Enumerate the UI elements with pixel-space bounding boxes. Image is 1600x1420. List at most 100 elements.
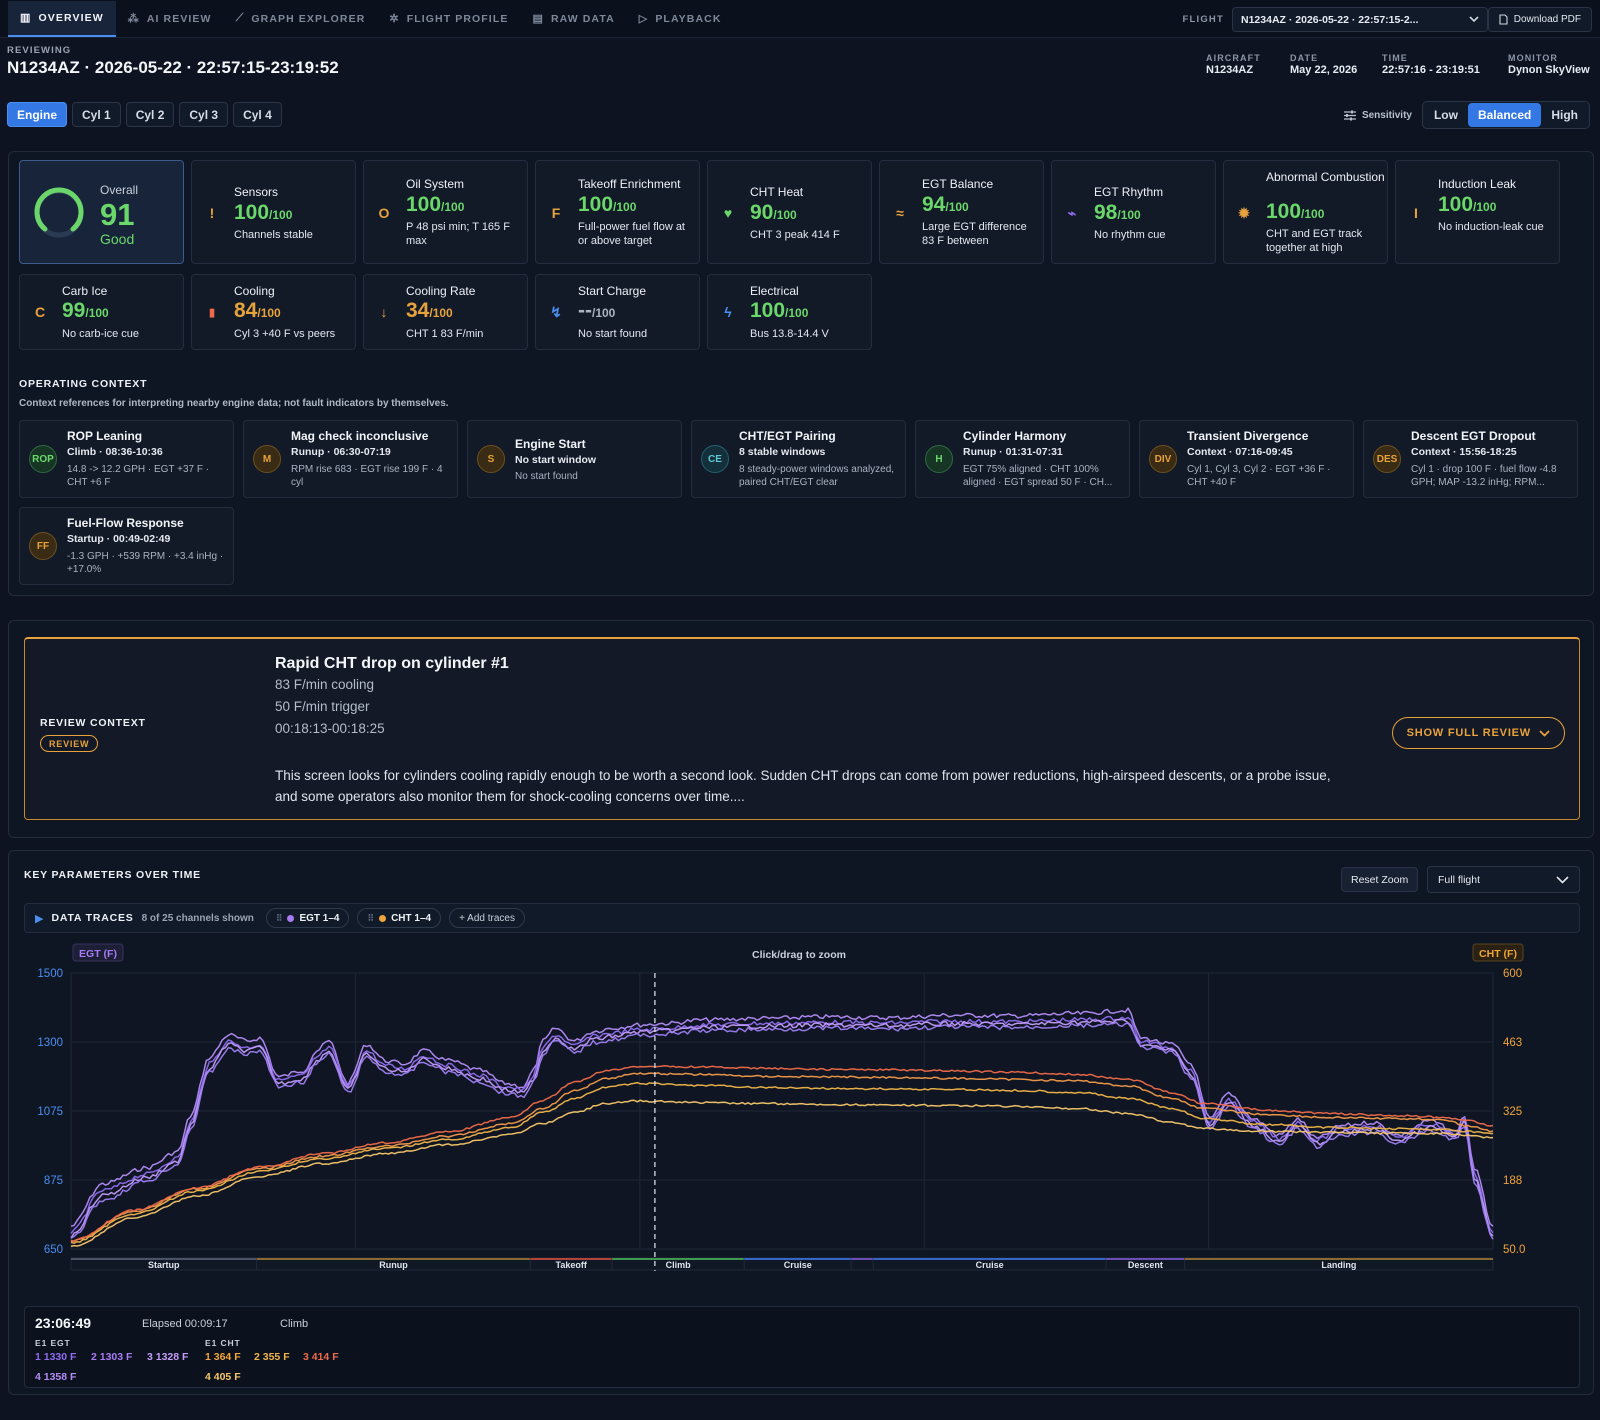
tab-raw-data[interactable]: ▤ RAW DATA — [520, 1, 626, 37]
left-tick-label: 1075 — [37, 1106, 63, 1118]
score-card-induction-leak[interactable]: I Induction Leak 100/100 No induction-le… — [1395, 160, 1560, 264]
tab-cyl-3[interactable]: Cyl 3 — [179, 102, 229, 127]
readout-cht-label: E1 CHT — [205, 1338, 241, 1348]
readout-egt-4: 4 1358 F — [35, 1371, 77, 1383]
left-tick-label: 1500 — [37, 968, 63, 980]
context-card-mag-check[interactable]: M Mag check inconclusive Runup · 06:30-0… — [243, 420, 458, 498]
context-card-fuel-flow-response[interactable]: FF Fuel-Flow Response Startup · 00:49-02… — [19, 507, 234, 585]
score-suffix: /100 — [773, 208, 797, 222]
score-suffix: /100 — [1473, 200, 1497, 214]
tab-engine[interactable]: Engine — [7, 102, 68, 127]
card-desc: Large EGT difference 83 F between — [922, 221, 1027, 247]
score-card-cht-heat[interactable]: ♥ CHT Heat 90/100 CHT 3 peak 414 F — [707, 160, 872, 264]
operating-context-subtitle: Context references for interpreting near… — [19, 398, 449, 409]
card-title: Start Charge — [578, 284, 647, 298]
context-window: No start window — [515, 454, 597, 466]
tab-cyl-4[interactable]: Cyl 4 — [233, 102, 282, 127]
score-card-egt-rhythm[interactable]: ⌁ EGT Rhythm 98/100 No rhythm cue — [1051, 160, 1216, 264]
context-card-descent-egt-dropout[interactable]: DES Descent EGT Dropout Context · 15:56-… — [1363, 420, 1578, 498]
score-suffix: /100 — [257, 306, 281, 320]
tab-label: RAW DATA — [550, 12, 615, 25]
trace-chip-label: EGT 1–4 — [299, 912, 340, 924]
card-title: Takeoff Enrichment — [578, 177, 681, 191]
sensitivity-low[interactable]: Low — [1433, 108, 1458, 122]
score-card-start-charge[interactable]: ↯ Start Charge --/100 No start found — [535, 274, 700, 350]
card-title: Abnormal Combustion — [1266, 170, 1385, 184]
score-suffix: /100 — [85, 306, 109, 320]
score-card-abnormal-combustion[interactable]: ✹ Abnormal Combustion 100/100 CHT and EG… — [1223, 160, 1388, 264]
des-badge-icon: DES — [1373, 445, 1401, 473]
meta-value: May 22, 2026 — [1290, 64, 1358, 76]
flight-select[interactable]: N1234AZ · 2026-05-22 · 22:57:15-2... — [1232, 7, 1488, 32]
overall-status: Good — [100, 231, 135, 247]
drag-handle-icon[interactable]: ⠿ — [275, 912, 283, 923]
context-title: ROP Leaning — [67, 429, 143, 443]
context-card-transient-divergence[interactable]: DIV Transient Divergence Context · 07:16… — [1139, 420, 1354, 498]
phase-label: Cruise — [784, 1260, 812, 1270]
card-desc: No rhythm cue — [1094, 229, 1166, 241]
context-window: Climb · 08:36-10:36 — [67, 446, 163, 458]
card-score: --/100 — [578, 299, 615, 325]
context-card-rop-leaning[interactable]: ROP ROP Leaning Climb · 08:36-10:36 14.8… — [19, 420, 234, 498]
range-select[interactable]: Full flight — [1427, 866, 1580, 893]
add-traces-button[interactable]: + Add traces — [449, 908, 525, 928]
score-value: 34 — [406, 299, 430, 322]
phase-label: Descent — [1128, 1260, 1163, 1270]
play-icon: ▷ — [638, 13, 649, 25]
download-pdf-button[interactable]: Download PDF — [1487, 7, 1592, 32]
sensitivity-high[interactable]: High — [1551, 108, 1578, 122]
score-card-oil-system[interactable]: O Oil System 100/100 P 48 psi min; T 165… — [363, 160, 528, 264]
readout-cht-1: 1 364 F — [205, 1351, 241, 1363]
phase-label: Runup — [379, 1260, 408, 1270]
parameters-chart[interactable]: Startup Runup Takeoff Climb Cruise Cruise Desc… — [9, 939, 1593, 1299]
context-card-cht-egt-pairing[interactable]: CE CHT/EGT Pairing 8 stable windows 8 st… — [691, 420, 906, 498]
meta-value: N1234AZ — [1206, 64, 1254, 76]
tab-playback[interactable]: ▷ PLAYBACK — [627, 1, 734, 37]
context-desc: 14.8 -> 12.2 GPH · EGT +37 F · CHT +6 F — [67, 464, 210, 488]
phase-label: Takeoff — [556, 1260, 588, 1270]
tab-ai-review[interactable]: ⁂ AI REVIEW — [116, 1, 224, 37]
card-desc: Full-power fuel flow at or above target — [578, 221, 685, 247]
phase-color-strip — [851, 1258, 874, 1260]
chart-axes: 1500 1300 1075 875 650 600 463 325 188 50.0 — [37, 968, 1525, 1256]
score-card-electrical[interactable]: ϟ Electrical 100/100 Bus 13.8-14.4 V — [707, 274, 872, 350]
show-full-review-button[interactable]: SHOW FULL REVIEW — [1391, 717, 1565, 749]
review-context-label: REVIEW CONTEXT — [40, 717, 146, 729]
tab-flight-profile[interactable]: ✲ FLIGHT PROFILE — [377, 1, 520, 37]
expand-triangle-icon[interactable]: ▶ — [35, 912, 44, 925]
tab-cyl-2[interactable]: Cyl 2 — [125, 102, 175, 127]
context-window: Context · 07:16-09:45 — [1187, 446, 1293, 458]
score-suffix: /100 — [269, 208, 293, 222]
review-line-rate: 83 F/min cooling — [275, 677, 375, 692]
score-suffix: /100 — [1301, 207, 1325, 221]
sensitivity-balanced[interactable]: Balanced — [1467, 103, 1542, 127]
meta-aircraft: AIRCRAFT N1234AZ — [1206, 53, 1261, 76]
score-card-cooling-rate[interactable]: ↓ Cooling Rate 34/100 CHT 1 83 F/min — [363, 274, 528, 350]
context-card-engine-start[interactable]: S Engine Start No start window No start … — [467, 420, 682, 498]
trace-chip-egt[interactable]: ⠿ EGT 1–4 — [265, 908, 350, 928]
overall-score-card[interactable]: Overall 91 Good — [19, 160, 184, 264]
score-card-egt-balance[interactable]: ≈ EGT Balance 94/100 Large EGT differenc… — [879, 160, 1044, 264]
context-card-cylinder-harmony[interactable]: H Cylinder Harmony Runup · 01:31-07:31 E… — [915, 420, 1130, 498]
flight-select-value: N1234AZ · 2026-05-22 · 22:57:15-2... — [1241, 13, 1419, 26]
tab-cyl-1[interactable]: Cyl 1 — [72, 102, 121, 127]
readout-egt-3: 3 1328 F — [147, 1351, 189, 1363]
color-dot — [379, 914, 387, 922]
score-card-takeoff-enrichment[interactable]: F Takeoff Enrichment 100/100 Full-power … — [535, 160, 700, 264]
context-title: CHT/EGT Pairing — [739, 429, 836, 443]
card-desc: No carb-ice cue — [62, 328, 140, 340]
score-card-sensors[interactable]: ! Sensors 100/100 Channels stable — [191, 160, 356, 264]
score-card-cooling[interactable]: ▮ Cooling 84/100 Cyl 3 +40 F vs peers — [191, 274, 356, 350]
reset-zoom-button[interactable]: Reset Zoom — [1341, 867, 1419, 892]
context-title: Cylinder Harmony — [963, 429, 1067, 443]
trace-chip-cht[interactable]: ⠿ CHT 1–4 — [357, 908, 442, 928]
score-card-carb-ice[interactable]: C Carb Ice 99/100 No carb-ice cue — [19, 274, 184, 350]
drag-handle-icon[interactable]: ⠿ — [367, 912, 375, 923]
lightning-icon: ↯ — [550, 304, 562, 320]
tab-graph-explorer[interactable]: ⟋ GRAPH EXPLORER — [224, 1, 378, 37]
context-desc: Cyl 1 · drop 100 F · fuel flow -4.8 GPH;… — [1411, 464, 1557, 488]
tab-label: GRAPH EXPLORER — [251, 12, 366, 25]
phase-color-strip — [873, 1258, 1107, 1260]
left-tick-label: 1300 — [37, 1037, 63, 1049]
tab-overview[interactable]: ▥ OVERVIEW — [8, 0, 116, 37]
